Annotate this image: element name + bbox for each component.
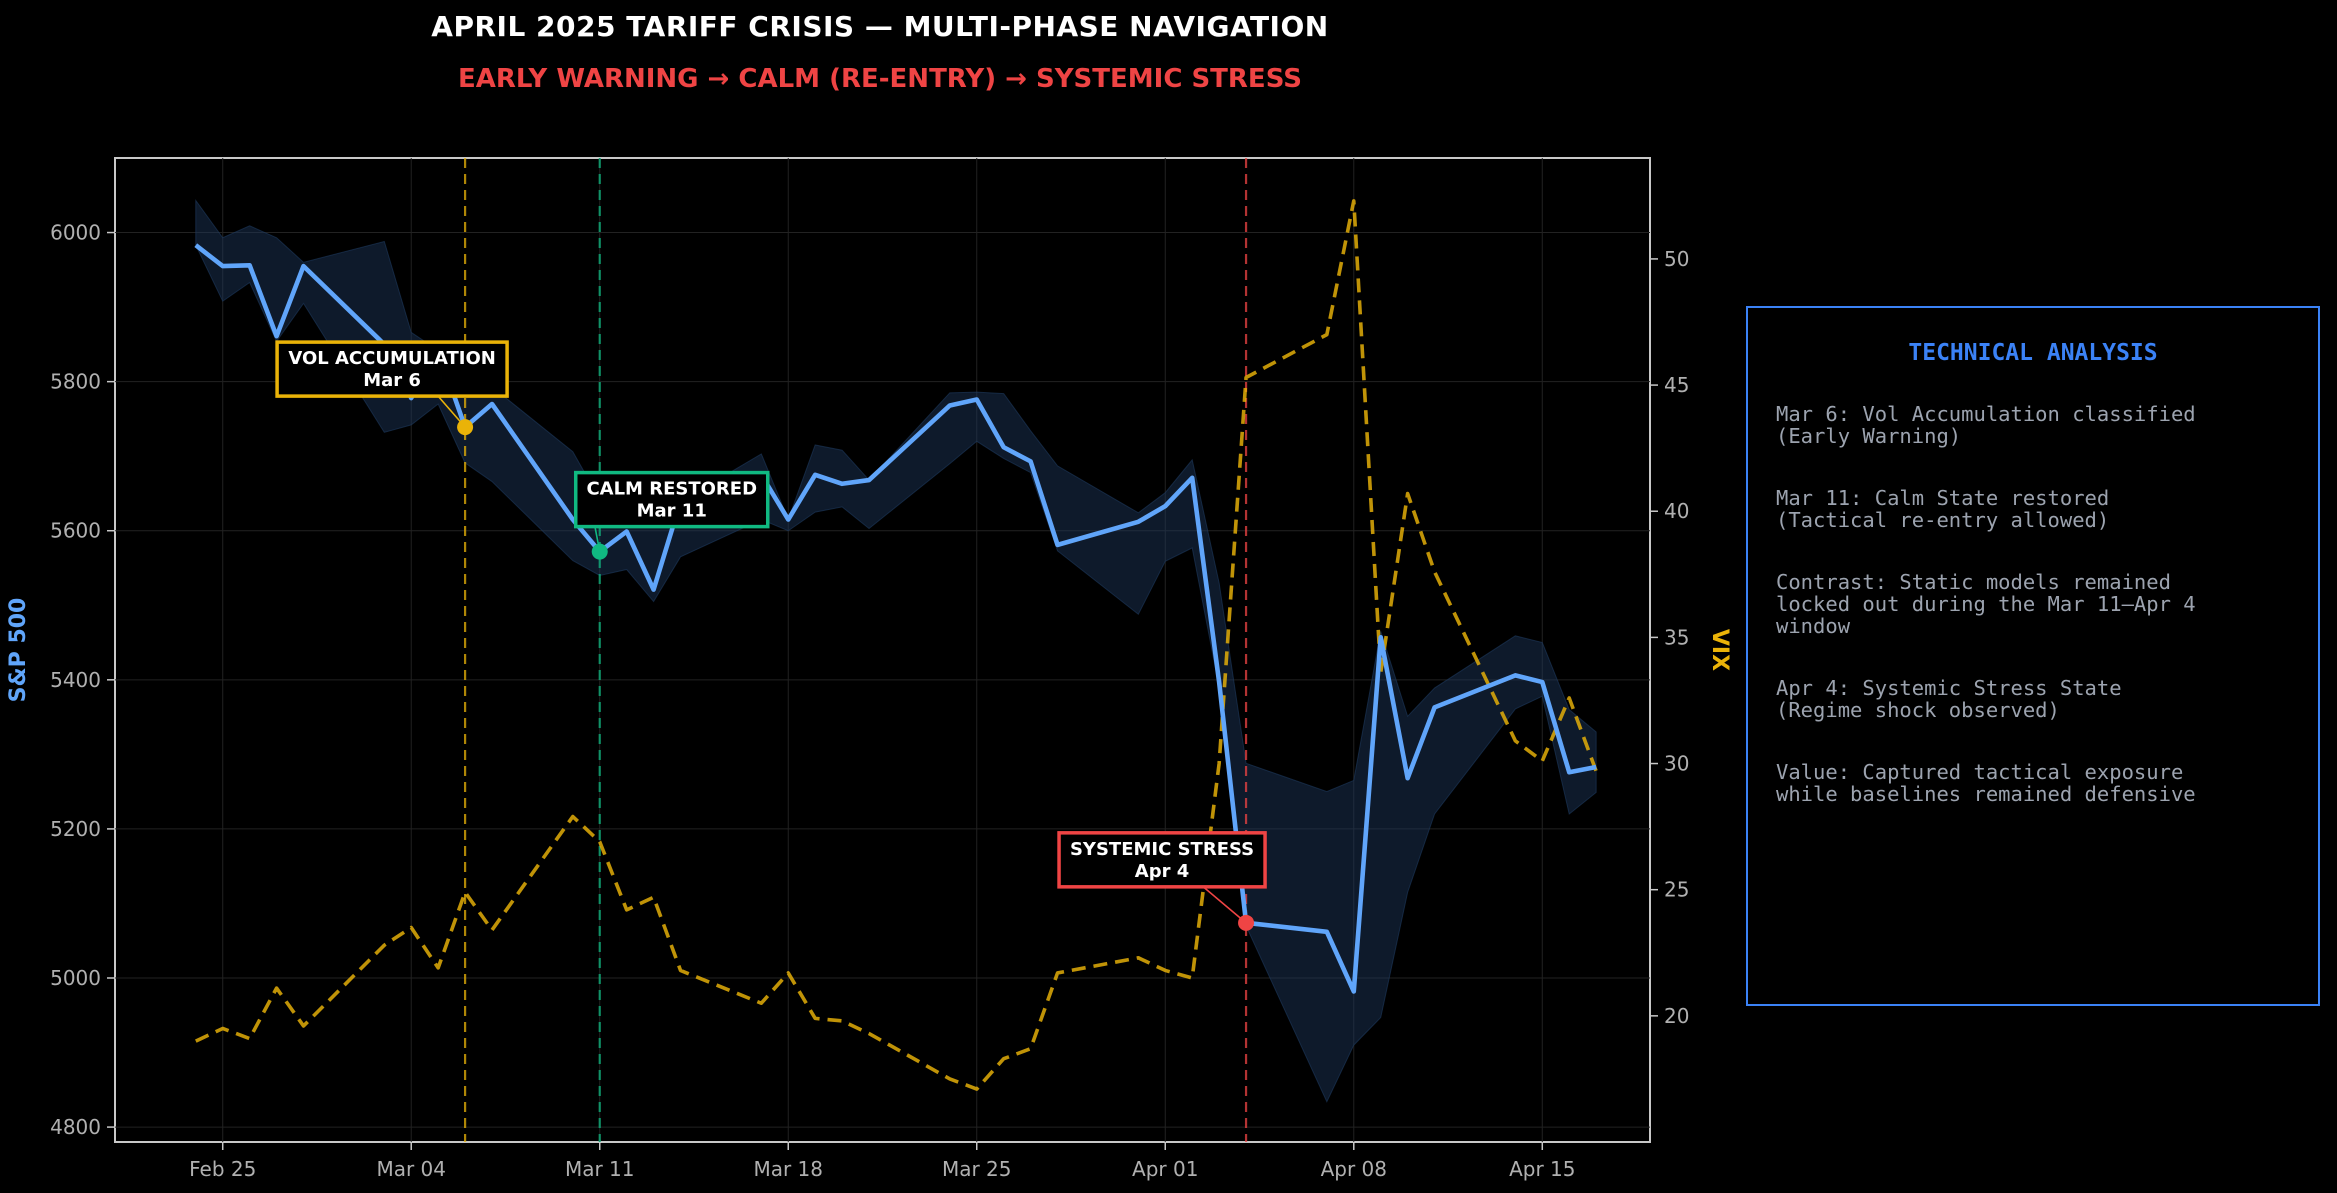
vix-line (195, 199, 1598, 1091)
event-label: CALM RESTORED (586, 479, 757, 500)
panel-item: Value: Captured tactical exposure while … (1776, 760, 2196, 806)
event-date-label: Mar 11 (637, 501, 707, 522)
technical-analysis-panel: TECHNICAL ANALYSIS Mar 6: Vol Accumulati… (1746, 306, 2320, 1006)
event-lines (463, 158, 1248, 1142)
y-left-tick-label: 5800 (50, 370, 101, 394)
x-tick-label: Apr 15 (1509, 1157, 1575, 1181)
event-marker (1238, 914, 1255, 931)
event-date-label: Apr 4 (1135, 861, 1189, 882)
panel-item: Mar 11: Calm State restored (Tactical re… (1776, 486, 2110, 532)
y-right-tick-label: 50 (1664, 247, 1689, 271)
x-tick-label: Mar 04 (376, 1157, 446, 1181)
y-left-tick-label: 5400 (50, 668, 101, 692)
y-left-tick-label: 6000 (50, 221, 101, 245)
y-right-tick-label: 30 (1664, 752, 1689, 776)
y-right-tick-label: 45 (1664, 373, 1689, 397)
panel-item: Mar 6: Vol Accumulation classified (Earl… (1776, 402, 2196, 448)
event-label: VOL ACCUMULATION (288, 348, 496, 369)
y-axis-right-label: VIX (1707, 629, 1732, 671)
x-axis: Feb 25 Mar 04 Mar 11 Mar 18 Mar 25 Apr 01 Apr … (189, 1142, 1575, 1181)
event-label: SYSTEMIC STRESS (1070, 839, 1254, 860)
panel-item: Apr 4: Systemic Stress State (Regime sho… (1776, 676, 2122, 722)
event-marker (457, 419, 474, 436)
y-axis-left: 4800 5000 5200 5400 5600 5800 6000 (50, 221, 115, 1139)
event-box (275, 340, 509, 398)
x-tick-label: Apr 01 (1132, 1157, 1198, 1181)
x-tick-label: Mar 25 (942, 1157, 1012, 1181)
event-box (573, 470, 770, 529)
panel-item: Contrast: Static models remained locked … (1776, 570, 2196, 638)
y-axis-left-label: S&P 500 (6, 598, 31, 703)
panel-title: TECHNICAL ANALYSIS (1908, 340, 2158, 366)
y-axis-right: 20 25 30 35 40 45 50 (1650, 247, 1689, 1028)
y-left-tick-label: 5600 (50, 519, 101, 543)
y-left-tick-label: 5200 (50, 817, 101, 841)
event-box (1057, 831, 1267, 889)
vix-layer (195, 199, 1598, 1091)
chart-title: APRIL 2025 TARIFF CRISIS — MULTI-PHASE N… (431, 10, 1329, 43)
x-tick-label: Mar 11 (565, 1157, 635, 1181)
y-left-tick-label: 4800 (50, 1115, 101, 1139)
y-right-tick-label: 40 (1664, 499, 1689, 523)
chart-subtitle: EARLY WARNING → CALM (RE-ENTRY) → SYSTEM… (458, 64, 1302, 94)
y-right-tick-label: 20 (1664, 1004, 1689, 1028)
y-right-tick-label: 25 (1664, 878, 1689, 902)
y-right-tick-label: 35 (1664, 625, 1689, 649)
x-tick-label: Apr 08 (1321, 1157, 1387, 1181)
x-tick-label: Mar 18 (753, 1157, 823, 1181)
event-marker (591, 543, 608, 560)
y-left-tick-label: 5000 (50, 966, 101, 990)
event-arrow (1202, 886, 1247, 924)
event-date-label: Mar 6 (363, 370, 421, 391)
x-tick-label: Feb 25 (189, 1157, 256, 1181)
